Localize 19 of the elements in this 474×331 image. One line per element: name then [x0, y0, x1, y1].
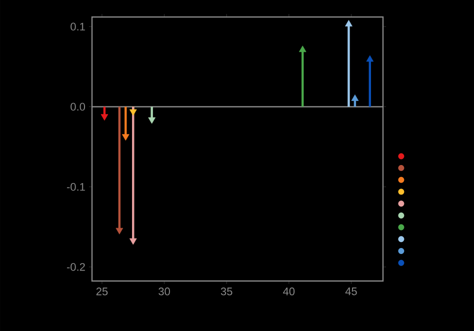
point	[351, 94, 359, 101]
x-tick-label: 45	[345, 288, 357, 296]
x-tick-label: 35	[220, 288, 232, 296]
point	[298, 46, 306, 52]
point	[148, 117, 156, 124]
x-tick-label: 25	[96, 288, 108, 296]
point	[129, 238, 137, 245]
point	[100, 114, 108, 121]
y-tick-label: -0.1	[67, 182, 85, 191]
y-tick-label: 0.0	[70, 102, 86, 111]
x-tick-label: 40	[283, 288, 295, 296]
x-tick-label: 30	[158, 288, 170, 296]
point	[366, 55, 374, 62]
point	[122, 134, 130, 141]
y-tick-label: 0.1	[70, 22, 85, 31]
point	[129, 109, 137, 116]
y-tick-label: -0.2	[67, 263, 85, 271]
point	[116, 228, 124, 234]
point	[345, 20, 352, 26]
